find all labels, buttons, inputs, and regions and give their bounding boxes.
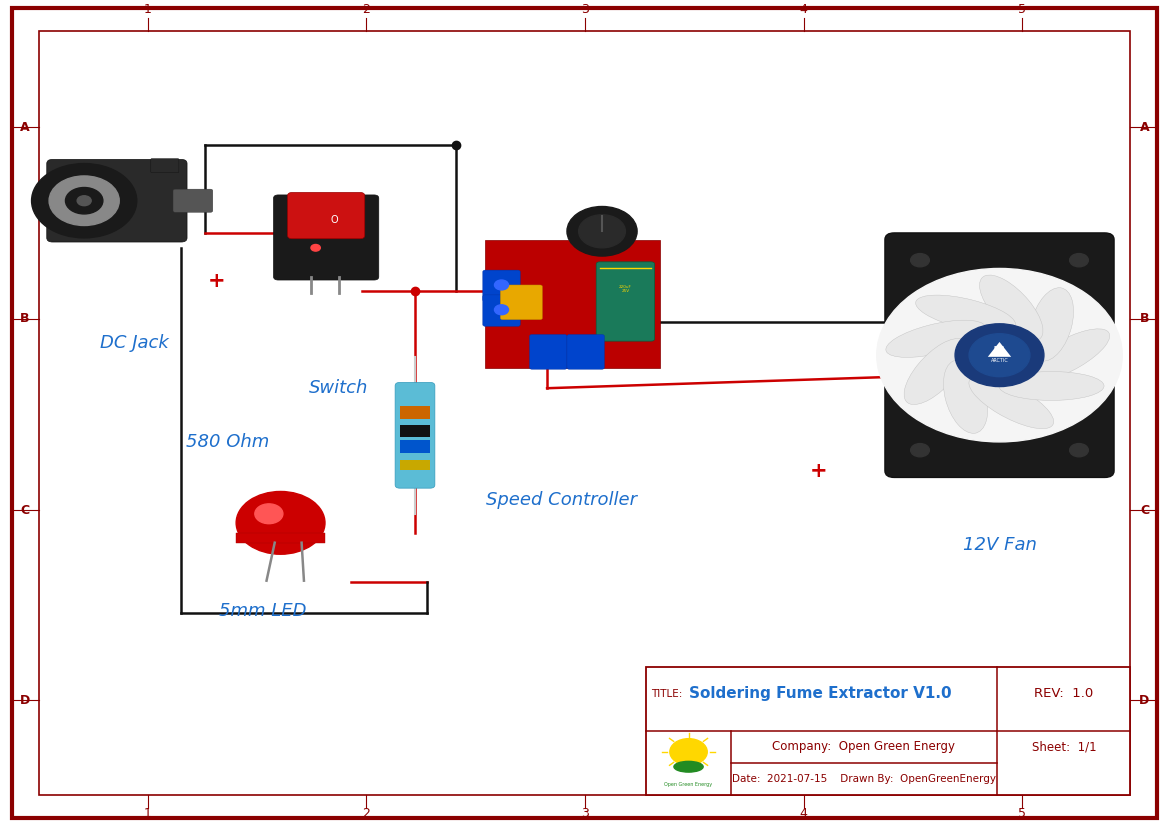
Circle shape [494, 280, 509, 290]
Circle shape [32, 164, 137, 238]
Text: REV:  1.0: REV: 1.0 [1035, 687, 1093, 700]
Circle shape [911, 254, 929, 267]
Bar [400, 406, 430, 419]
Text: 3: 3 [581, 807, 589, 820]
Circle shape [311, 244, 320, 251]
Circle shape [255, 504, 283, 524]
Ellipse shape [1030, 287, 1073, 361]
Circle shape [49, 176, 119, 225]
FancyBboxPatch shape [151, 159, 179, 173]
FancyBboxPatch shape [596, 262, 655, 341]
Text: 4: 4 [800, 3, 808, 17]
Text: A: A [20, 121, 29, 134]
Circle shape [579, 215, 625, 248]
Text: C: C [20, 504, 29, 517]
Circle shape [1070, 444, 1088, 457]
Circle shape [877, 268, 1122, 442]
Ellipse shape [980, 275, 1043, 341]
Circle shape [911, 444, 929, 457]
FancyBboxPatch shape [288, 192, 365, 239]
Text: D: D [20, 694, 29, 707]
Polygon shape [988, 342, 1011, 357]
Circle shape [77, 196, 91, 206]
Ellipse shape [673, 762, 703, 772]
Text: Sheet:  1/1: Sheet: 1/1 [1031, 740, 1097, 753]
Text: 580 Ohm: 580 Ohm [186, 433, 270, 451]
Text: 5mm LED: 5mm LED [220, 602, 306, 620]
Text: ARCTIC: ARCTIC [990, 358, 1009, 363]
FancyBboxPatch shape [485, 240, 660, 368]
Text: Speed Controller: Speed Controller [485, 491, 637, 509]
FancyBboxPatch shape [274, 195, 379, 280]
FancyBboxPatch shape [567, 335, 604, 369]
Ellipse shape [998, 372, 1104, 401]
Text: 2: 2 [362, 3, 371, 17]
FancyBboxPatch shape [173, 189, 213, 212]
Text: +: + [809, 461, 828, 481]
FancyBboxPatch shape [530, 335, 567, 369]
Bar [400, 425, 430, 437]
Text: Date:  2021-07-15    Drawn By:  OpenGreenEnergy: Date: 2021-07-15 Drawn By: OpenGreenEner… [732, 774, 996, 784]
FancyBboxPatch shape [500, 285, 542, 320]
Text: 220uF
25V: 220uF 25V [618, 285, 632, 293]
FancyBboxPatch shape [395, 382, 435, 488]
Circle shape [65, 188, 103, 214]
Text: 5: 5 [1018, 3, 1025, 17]
Ellipse shape [943, 360, 988, 434]
Text: 1: 1 [144, 807, 152, 820]
Text: F12: F12 [994, 346, 1005, 351]
Ellipse shape [1025, 329, 1109, 382]
Text: Soldering Fume Extractor V1.0: Soldering Fume Extractor V1.0 [690, 686, 952, 701]
Text: +: + [207, 271, 226, 291]
Text: B: B [1140, 312, 1149, 325]
Text: DC Jack: DC Jack [101, 334, 168, 352]
Bar [646, 667, 1130, 795]
Text: 12V Fan: 12V Fan [962, 536, 1037, 554]
Text: Open Green Energy: Open Green Energy [664, 782, 713, 787]
FancyBboxPatch shape [885, 233, 1114, 477]
Circle shape [969, 334, 1030, 377]
Circle shape [567, 206, 637, 256]
Text: 1: 1 [144, 3, 152, 17]
Text: Switch: Switch [310, 379, 368, 397]
Text: TITLE:: TITLE: [651, 689, 683, 699]
Text: C: C [1140, 504, 1149, 517]
Text: A: A [1140, 121, 1149, 134]
Circle shape [670, 738, 707, 765]
Text: 5: 5 [1018, 807, 1025, 820]
Circle shape [236, 491, 325, 554]
Ellipse shape [886, 320, 985, 358]
Text: 4: 4 [800, 807, 808, 820]
Ellipse shape [904, 339, 968, 405]
Circle shape [1070, 254, 1088, 267]
Ellipse shape [915, 295, 1016, 332]
Text: 3: 3 [581, 3, 589, 17]
Circle shape [494, 305, 509, 315]
Ellipse shape [969, 376, 1053, 429]
Bar [400, 460, 430, 470]
Text: 2: 2 [362, 807, 371, 820]
FancyBboxPatch shape [483, 270, 520, 301]
Bar [400, 440, 430, 453]
Text: Company:  Open Green Energy: Company: Open Green Energy [773, 740, 955, 753]
Text: B: B [20, 312, 29, 325]
Text: D: D [1140, 694, 1149, 707]
FancyBboxPatch shape [483, 295, 520, 326]
Bar [236, 533, 325, 543]
Circle shape [955, 324, 1044, 387]
FancyBboxPatch shape [47, 159, 187, 242]
Text: O: O [331, 215, 338, 225]
